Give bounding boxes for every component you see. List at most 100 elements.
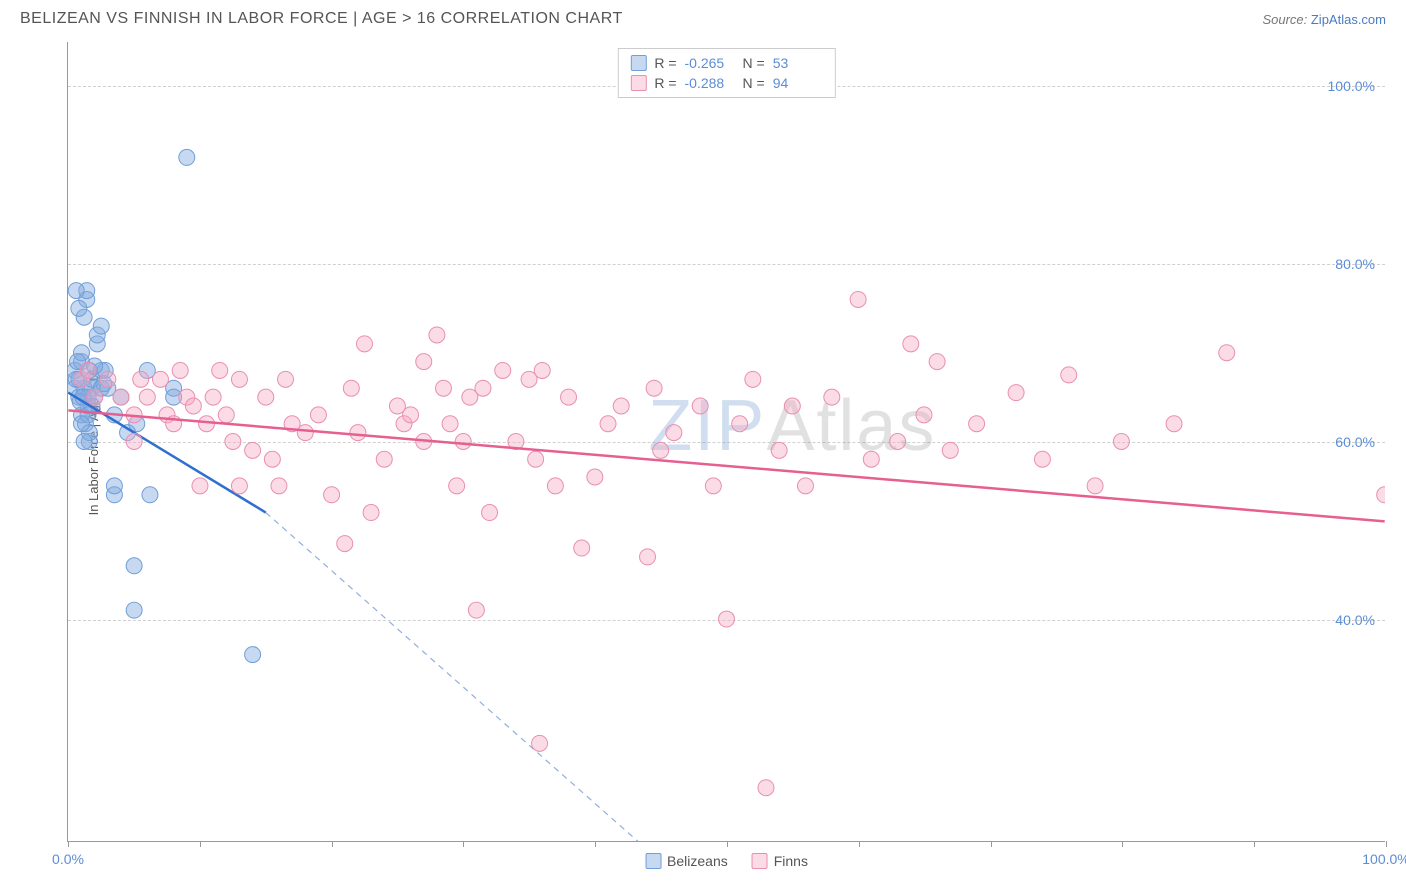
data-point	[1034, 451, 1050, 467]
scatter-svg	[68, 42, 1385, 841]
legend-item-belizeans: Belizeans	[645, 853, 728, 869]
data-point	[139, 389, 155, 405]
data-point	[357, 336, 373, 352]
data-point	[705, 478, 721, 494]
data-point	[732, 416, 748, 432]
data-point	[337, 536, 353, 552]
x-tick-label: 0.0%	[52, 851, 84, 867]
data-point	[435, 380, 451, 396]
data-point	[100, 371, 116, 387]
data-point	[600, 416, 616, 432]
data-point	[1113, 434, 1129, 450]
x-tick	[727, 841, 728, 847]
data-point	[73, 416, 89, 432]
data-point	[113, 389, 129, 405]
data-point	[310, 407, 326, 423]
data-point	[231, 478, 247, 494]
data-point	[324, 487, 340, 503]
plot-area: ZIPAtlas R = -0.265 N = 53 R = -0.288 N …	[67, 42, 1385, 842]
legend-swatch-blue	[645, 853, 661, 869]
data-point	[455, 434, 471, 450]
data-point	[205, 389, 221, 405]
data-point	[212, 362, 228, 378]
data-point	[271, 478, 287, 494]
data-point	[93, 318, 109, 334]
data-point	[916, 407, 932, 423]
data-point	[87, 389, 103, 405]
data-point	[547, 478, 563, 494]
data-point	[528, 451, 544, 467]
data-point	[903, 336, 919, 352]
r-value: -0.288	[685, 75, 735, 91]
x-tick	[991, 841, 992, 847]
data-point	[784, 398, 800, 414]
source-link[interactable]: ZipAtlas.com	[1311, 12, 1386, 27]
legend-row-finns: R = -0.288 N = 94	[630, 73, 822, 93]
legend-item-finns: Finns	[752, 853, 808, 869]
x-tick	[68, 841, 69, 847]
data-point	[468, 602, 484, 618]
data-point	[225, 434, 241, 450]
chart-header: BELIZEAN VS FINNISH IN LABOR FORCE | AGE…	[0, 0, 1406, 36]
data-point	[68, 283, 84, 299]
data-point	[587, 469, 603, 485]
series-legend: Belizeans Finns	[637, 853, 816, 869]
data-point	[71, 300, 87, 316]
data-point	[1087, 478, 1103, 494]
legend-label: Belizeans	[667, 853, 728, 869]
x-tick	[200, 841, 201, 847]
legend-swatch-pink	[752, 853, 768, 869]
data-point	[719, 611, 735, 627]
data-point	[106, 478, 122, 494]
data-point	[245, 647, 261, 663]
x-tick	[595, 841, 596, 847]
x-tick	[332, 841, 333, 847]
data-point	[126, 558, 142, 574]
data-point	[231, 371, 247, 387]
n-label: N =	[743, 55, 765, 71]
x-tick	[859, 841, 860, 847]
data-point	[218, 407, 234, 423]
legend-swatch-pink	[630, 75, 646, 91]
data-point	[929, 354, 945, 370]
x-tick-label: 100.0%	[1362, 851, 1406, 867]
chart-title: BELIZEAN VS FINNISH IN LABOR FORCE | AGE…	[20, 10, 623, 28]
x-tick	[1386, 841, 1387, 847]
data-point	[416, 354, 432, 370]
data-point	[771, 442, 787, 458]
data-point	[745, 371, 761, 387]
data-point	[76, 434, 92, 450]
data-point	[653, 442, 669, 458]
data-point	[363, 505, 379, 521]
data-point	[192, 478, 208, 494]
data-point	[890, 434, 906, 450]
data-point	[475, 380, 491, 396]
data-point	[133, 371, 149, 387]
data-point	[442, 416, 458, 432]
n-value: 94	[773, 75, 823, 91]
data-point	[343, 380, 359, 396]
source-prefix: Source:	[1262, 12, 1310, 27]
data-point	[126, 602, 142, 618]
data-point	[258, 389, 274, 405]
data-point	[350, 425, 366, 441]
n-label: N =	[743, 75, 765, 91]
data-point	[172, 362, 188, 378]
trend-line-dashed	[266, 513, 648, 841]
data-point	[561, 389, 577, 405]
data-point	[797, 478, 813, 494]
data-point	[179, 149, 195, 165]
data-point	[429, 327, 445, 343]
data-point	[142, 487, 158, 503]
x-tick	[1122, 841, 1123, 847]
legend-label: Finns	[774, 853, 808, 869]
data-point	[185, 398, 201, 414]
data-point	[1377, 487, 1385, 503]
data-point	[863, 451, 879, 467]
correlation-stats-legend: R = -0.265 N = 53 R = -0.288 N = 94	[617, 48, 835, 98]
x-tick	[1254, 841, 1255, 847]
data-point	[264, 451, 280, 467]
data-point	[449, 478, 465, 494]
data-point	[376, 451, 392, 467]
data-point	[1061, 367, 1077, 383]
